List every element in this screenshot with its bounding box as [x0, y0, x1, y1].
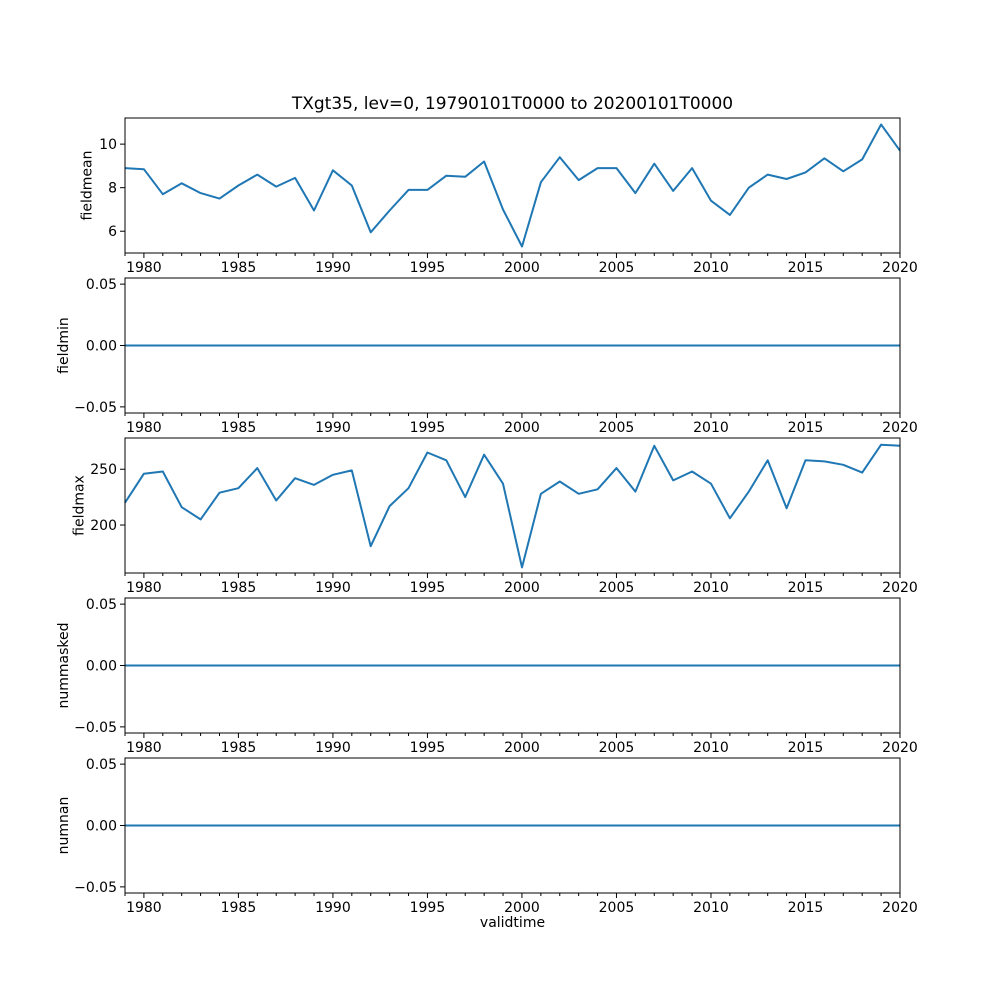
x-tick-label: 2015: [788, 900, 824, 916]
x-tick-label: 2015: [788, 260, 824, 276]
x-tick-label: 2015: [788, 420, 824, 436]
chart-title: TXgt35, lev=0, 19790101T0000 to 20200101…: [291, 94, 734, 114]
x-tick-label: 1980: [126, 260, 162, 276]
fieldmean-line: [124, 123, 901, 248]
y-tick-label: 0.00: [86, 659, 117, 675]
x-tick-label: 2010: [693, 580, 729, 596]
x-tick-label: 2010: [693, 740, 729, 756]
y-tick-label: −0.05: [74, 720, 117, 736]
y-axis-label-nummasked: nummasked: [56, 622, 72, 708]
subplot-numnan: −0.05 0.00 0.05 1980 1985 1990 1995 2000 2005 201…: [56, 757, 918, 916]
x-tick-label: 2010: [693, 260, 729, 276]
y-tick-label: 200: [90, 518, 117, 534]
x-tick-label: 1980: [126, 900, 162, 916]
x-axis-label: validtime: [479, 915, 546, 931]
y-tick-label: 0.00: [86, 819, 117, 835]
x-tick-label: 2015: [788, 740, 824, 756]
subplot-fieldmean: 6 8 10 1980 1985 1990 1995 2000 2005 2010 2015 2020…: [79, 117, 918, 276]
x-tick-label: 2020: [882, 740, 918, 756]
x-tick-label: 2010: [693, 900, 729, 916]
y-tick-label: 0.05: [86, 757, 117, 773]
x-tick-label: 1995: [410, 900, 446, 916]
y-axis-label-fieldmax: fieldmax: [72, 475, 88, 536]
x-tick-label: 1995: [410, 420, 446, 436]
x-tick-label: 2020: [882, 260, 918, 276]
x-tick-label: 2005: [599, 740, 635, 756]
x-tick-label: 1985: [221, 900, 257, 916]
y-tick-label: −0.05: [74, 880, 117, 896]
x-tick-label: 2005: [599, 900, 635, 916]
x-tick-label: 1990: [315, 740, 351, 756]
x-tick-label: 2000: [504, 260, 540, 276]
x-tick-label: 1995: [410, 740, 446, 756]
x-tick-label: 1980: [126, 740, 162, 756]
subplot-fieldmax: 200 250 1980 1985 1990 1995 2000 2005 2010 2015 20…: [72, 437, 918, 596]
y-axis-label-numnan: numnan: [56, 797, 72, 855]
y-tick-label: 0.00: [86, 339, 117, 355]
x-tick-label: 2020: [882, 420, 918, 436]
x-tick-label: 2020: [882, 580, 918, 596]
x-tick-label: 2005: [599, 260, 635, 276]
x-tick-label: 1980: [126, 420, 162, 436]
x-tick-label: 2010: [693, 420, 729, 436]
x-tick-label: 1985: [221, 740, 257, 756]
x-tick-label: 1990: [315, 580, 351, 596]
x-tick-label: 2015: [788, 580, 824, 596]
y-tick-label: 10: [99, 137, 117, 153]
subplot-fieldmin: −0.05 0.00 0.05 1980 1985 1990 1995 2000 2005 201…: [56, 277, 918, 436]
x-tick-label: 2000: [504, 420, 540, 436]
y-tick-label: 250: [90, 462, 117, 478]
x-tick-label: 2005: [599, 420, 635, 436]
x-tick-label: 1990: [315, 900, 351, 916]
y-tick-label: 8: [108, 181, 117, 197]
x-tick-label: 2005: [599, 580, 635, 596]
x-tick-label: 2000: [504, 900, 540, 916]
y-axis-label-fieldmin: fieldmin: [56, 317, 72, 374]
axes-border: [124, 117, 901, 254]
y-tick-label: 0.05: [86, 597, 117, 613]
x-tick-label: 1995: [410, 580, 446, 596]
subplot-nummasked: −0.05 0.00 0.05 1980 1985 1990 1995 2000 2005 201…: [56, 597, 918, 756]
x-tick-label: 1980: [126, 580, 162, 596]
x-tick-label: 1985: [221, 260, 257, 276]
x-tick-label: 2020: [882, 900, 918, 916]
x-tick-label: 1985: [221, 580, 257, 596]
y-axis-label-fieldmean: fieldmean: [79, 151, 95, 221]
x-tick-label: 1985: [221, 420, 257, 436]
fieldmax-line: [124, 443, 901, 569]
y-tick-label: 6: [108, 224, 117, 240]
x-tick-label: 2000: [504, 580, 540, 596]
x-tick-label: 2000: [504, 740, 540, 756]
x-tick-label: 1995: [410, 260, 446, 276]
x-tick-label: 1990: [315, 420, 351, 436]
y-tick-label: 0.05: [86, 277, 117, 293]
x-tick-label: 1990: [315, 260, 351, 276]
y-tick-label: −0.05: [74, 400, 117, 416]
axes-border: [124, 437, 901, 574]
